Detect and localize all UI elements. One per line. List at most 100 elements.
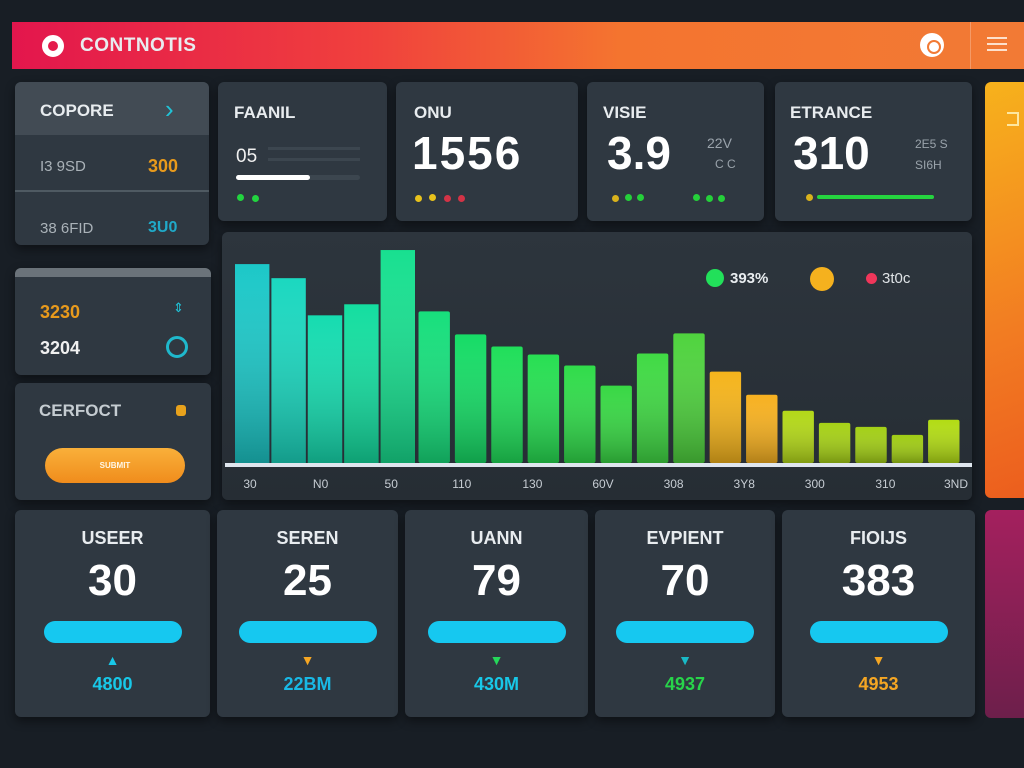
x-tick-label: 110: [452, 477, 471, 491]
chart-bar-shade: [746, 394, 778, 463]
x-tick-label: 308: [664, 477, 684, 491]
x-tick-label: 3ND: [944, 477, 968, 491]
stat-value: 310: [793, 127, 870, 179]
x-tick-label: 30: [243, 477, 257, 491]
chart-bar-shade: [709, 371, 742, 463]
status-dot: [429, 194, 436, 201]
status-dot: [806, 194, 813, 201]
trend-arrow-icon: ▼: [678, 652, 692, 668]
chart-bar-shade: [307, 315, 343, 463]
chart-bar-shade: [673, 333, 705, 463]
x-axis-line: [225, 463, 972, 467]
chevron-right-icon[interactable]: ›: [165, 94, 174, 124]
stat-value: 3.9: [607, 127, 671, 179]
stat-card-faanil: FAANIL 05: [218, 82, 387, 221]
chart-bar-shade: [928, 419, 960, 463]
metric-bar: [616, 621, 754, 643]
progress-fill: [817, 195, 934, 199]
metric-subvalue: 22BM: [283, 674, 332, 694]
app-title: CONTNOTIS: [80, 35, 197, 56]
stat-value: 05: [236, 146, 258, 167]
row-value: 3U0: [148, 219, 178, 236]
notification-button[interactable]: [920, 33, 944, 57]
stat-title: ETRANCE: [790, 103, 873, 122]
legend-dot-green: [706, 269, 724, 287]
metric-card: USEER 30 ▲ 4800: [15, 510, 210, 717]
stat-note: 2E5 S: [915, 137, 948, 151]
side-menu-header[interactable]: COPORE ›: [15, 82, 209, 135]
legend-dot-orange: [810, 267, 834, 291]
panel-icon: [1007, 112, 1019, 126]
trend-arrow-icon: ▲: [105, 652, 120, 668]
side-values-card: 3230 ⇕ 3204: [15, 268, 211, 375]
metric-value: 79: [472, 556, 521, 605]
submit-button[interactable]: SUBMIT: [45, 448, 185, 483]
placeholder-line: [268, 158, 360, 161]
status-dot: [458, 195, 465, 202]
metric-bar: [809, 621, 948, 643]
trend-arrow-icon: ▼: [489, 652, 504, 668]
x-tick-label: N0: [313, 477, 329, 491]
chart-bar-shade: [235, 264, 270, 463]
status-dot: [706, 195, 713, 202]
metric-subvalue: 4937: [664, 674, 706, 694]
legend-label: 3t0c: [882, 270, 911, 287]
metric-subvalue: 4953: [858, 674, 899, 694]
status-dot: [444, 195, 451, 202]
stat-title: ONU: [414, 103, 452, 122]
chart-panel: 30 N0 50 110 130 60V 308 3Y8 300 310 3ND 393% 3t0c: [222, 232, 972, 500]
chart-bar-shade: [271, 278, 306, 463]
status-dot: [237, 194, 244, 201]
legend-label: 393%: [730, 270, 769, 287]
metric-label: USEER: [81, 528, 144, 548]
row-value: 300: [148, 156, 179, 176]
divider: [15, 190, 209, 192]
side-panel-orange: [985, 82, 1024, 498]
side-menu-title: COPORE: [40, 101, 114, 120]
metric-bar: [238, 621, 377, 643]
value-white: 3204: [40, 338, 81, 358]
chart-bar-shade: [454, 334, 487, 463]
metric-value: 70: [660, 556, 710, 605]
metric-subvalue: 4800: [92, 674, 133, 694]
card-top-bar: [15, 268, 211, 277]
row-label: I3 9SD: [40, 158, 86, 175]
trend-arrow-icon: ▼: [300, 652, 315, 668]
status-dot: [718, 195, 725, 202]
chart-bar-shade: [380, 250, 415, 463]
side-menu-card: COPORE › I3 9SD 300 38 6FID 3U0: [15, 82, 209, 245]
x-tick-label: 310: [875, 477, 895, 491]
status-dot: [637, 194, 644, 201]
chart-bar-shade: [418, 311, 450, 463]
chart-bar-shade: [344, 304, 379, 463]
x-tick-label: 300: [805, 477, 825, 491]
card-title: CERFOCT: [39, 401, 122, 420]
metric-value: 25: [283, 556, 332, 605]
metric-subvalue: 430M: [473, 674, 520, 694]
row-label: 38 6FID: [40, 220, 94, 237]
x-tick-label: 60V: [592, 477, 613, 491]
stat-value: 1556: [412, 127, 523, 179]
x-tick-label: 3Y8: [734, 477, 756, 491]
stat-card-visie: VISIE 3.9 22V C C: [587, 82, 764, 221]
trend-arrow-icon: ▼: [871, 652, 886, 668]
side-panel-magenta: [985, 510, 1024, 718]
hamburger-menu-icon[interactable]: [987, 37, 1007, 53]
status-dot: [252, 195, 259, 202]
chart-bar-shade: [491, 346, 523, 463]
sort-icon[interactable]: ⇕: [173, 300, 184, 315]
metric-card: EVPIENT 70 ▼ 4937: [595, 510, 775, 717]
chart-bar-shade: [891, 434, 924, 463]
metric-card: SEREN 25 ▼ 22BM: [217, 510, 398, 717]
status-dot: [625, 194, 632, 201]
circle-icon[interactable]: [166, 336, 188, 358]
chart-bar-shade: [636, 353, 669, 463]
value-orange: 3230: [40, 302, 81, 322]
app-header: CONTNOTIS: [12, 22, 1024, 69]
submit-button-label: SUBMIT: [99, 461, 131, 470]
chart-bar-shade: [600, 385, 632, 463]
metric-bar: [427, 621, 566, 643]
stat-title: VISIE: [603, 103, 647, 122]
placeholder-line: [268, 147, 360, 150]
x-tick-label: 130: [522, 477, 542, 491]
